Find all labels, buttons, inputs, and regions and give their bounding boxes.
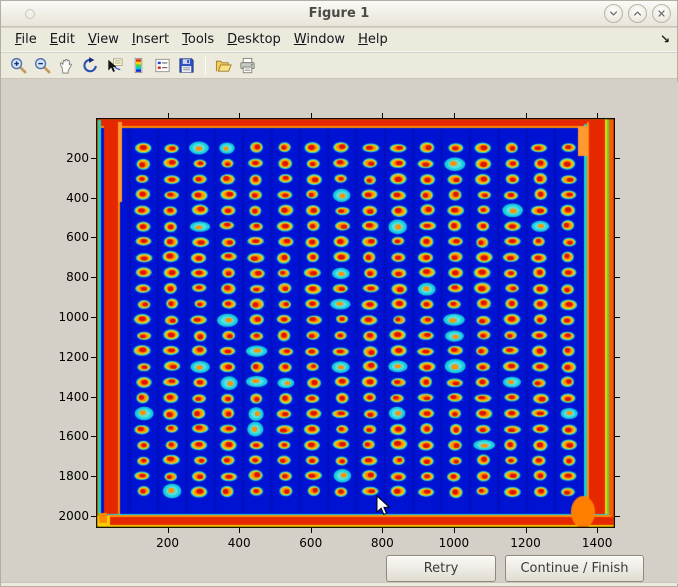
x-tick-mark [597, 528, 599, 533]
legend-icon[interactable] [151, 54, 174, 77]
toolbar-separator [205, 56, 206, 75]
y-tick-label: 800 [66, 270, 89, 285]
y-tick-mark-right [615, 317, 620, 319]
window-controls [604, 4, 671, 23]
x-tick-mark-top [597, 113, 599, 118]
y-tick-label: 400 [66, 190, 89, 205]
title-bar[interactable]: Figure 1 [1, 1, 677, 27]
y-tick-label: 1200 [58, 349, 89, 364]
x-tick-label: 1200 [510, 536, 541, 550]
x-tick-label: 800 [370, 536, 394, 550]
y-tick-mark-right [615, 396, 620, 398]
y-tick-mark-right [615, 197, 620, 199]
menu-item-edit[interactable]: Edit [49, 32, 75, 47]
save-icon[interactable] [175, 54, 198, 77]
menu-item-window[interactable]: Window [293, 32, 346, 47]
pan-icon[interactable] [55, 54, 78, 77]
y-tick-label: 1800 [58, 469, 89, 484]
y-tick-mark [91, 317, 96, 319]
y-tick-label: 200 [66, 150, 89, 165]
close-window-button[interactable] [652, 4, 671, 23]
y-tick-mark [91, 237, 96, 239]
y-tick-mark [91, 356, 96, 358]
y-tick-label: 1600 [58, 429, 89, 444]
menu-item-view[interactable]: View [87, 32, 119, 47]
continue-finish-button[interactable]: Continue / Finish [505, 555, 644, 582]
menu-bar: File Edit View Insert Tools Desktop Window Help [1, 28, 677, 52]
y-tick-label: 600 [66, 230, 89, 245]
x-tick-mark-top [382, 113, 384, 118]
y-tick-mark [91, 396, 96, 398]
y-tick-mark-right [615, 516, 620, 518]
maximize-window-button[interactable] [628, 4, 647, 23]
y-tick-mark-right [615, 157, 620, 159]
y-tick-mark [91, 476, 96, 478]
y-tick-label: 2000 [58, 509, 89, 524]
x-tick-mark [525, 528, 527, 533]
y-tick-mark-right [615, 237, 620, 239]
data-cursor-icon[interactable] [103, 54, 126, 77]
figure-toolbar [1, 53, 677, 79]
x-tick-label: 600 [299, 536, 323, 550]
x-tick-label: 1000 [438, 536, 470, 550]
x-tick-label: 400 [227, 536, 251, 550]
y-tick-mark [91, 436, 96, 438]
y-tick-mark-right [615, 277, 620, 279]
x-tick-mark [167, 528, 169, 533]
window-bottom-edge [1, 582, 677, 586]
y-tick-mark [91, 516, 96, 518]
y-tick-mark [91, 197, 96, 199]
window-menu-button[interactable] [25, 9, 35, 19]
y-tick-mark [91, 157, 96, 159]
menu-item-tools[interactable]: Tools [182, 32, 215, 47]
heatmap-image[interactable] [96, 118, 615, 528]
zoom-in-icon[interactable] [7, 54, 30, 77]
retry-button[interactable]: Retry [386, 555, 496, 582]
y-tick-label: 1000 [58, 310, 89, 325]
y-tick-mark-right [615, 436, 620, 438]
x-tick-label: 200 [156, 536, 180, 550]
y-tick-mark [91, 277, 96, 279]
x-tick-label: 1400 [581, 536, 613, 550]
menu-item-file[interactable]: File [15, 32, 37, 47]
y-tick-label: 1400 [58, 389, 89, 404]
x-tick-mark-top [525, 113, 527, 118]
shade-window-button[interactable] [604, 4, 623, 23]
x-tick-mark [382, 528, 384, 533]
menu-item-desktop[interactable]: Desktop [227, 32, 281, 47]
dock-figure-icon[interactable]: ↘ [659, 32, 670, 46]
x-tick-mark-top [239, 113, 241, 118]
zoom-out-icon[interactable] [31, 54, 54, 77]
x-tick-mark-top [167, 113, 169, 118]
x-tick-mark [453, 528, 455, 533]
menu-item-insert[interactable]: Insert [131, 32, 170, 47]
x-tick-mark [310, 528, 312, 533]
window-title: Figure 1 [308, 6, 370, 21]
y-tick-mark-right [615, 356, 620, 358]
colorbar-icon[interactable] [127, 54, 150, 77]
rotate-3d-icon[interactable] [79, 54, 102, 77]
open-folder-icon[interactable] [212, 54, 235, 77]
x-tick-mark-top [453, 113, 455, 118]
print-icon[interactable] [236, 54, 259, 77]
menu-item-help[interactable]: Help [358, 32, 388, 47]
x-tick-mark-top [310, 113, 312, 118]
y-tick-mark-right [615, 476, 620, 478]
x-tick-mark [239, 528, 241, 533]
